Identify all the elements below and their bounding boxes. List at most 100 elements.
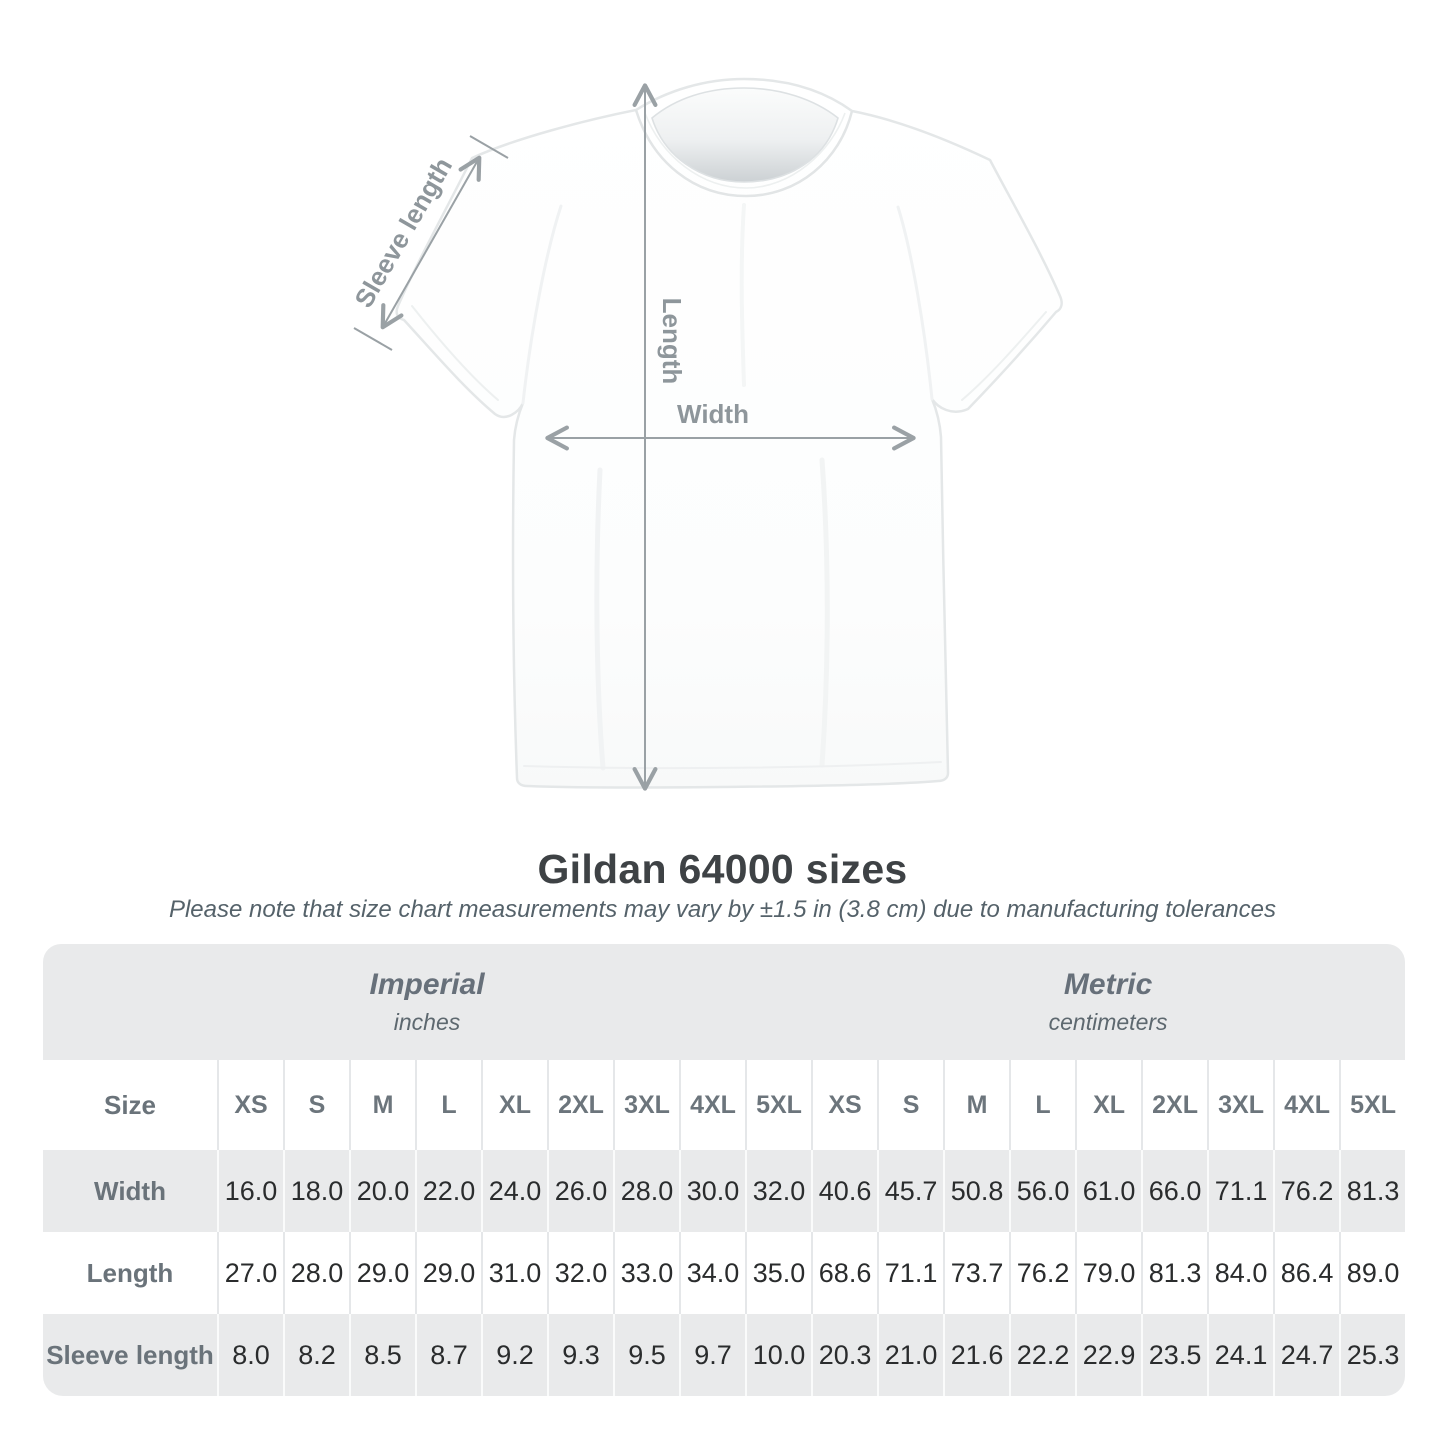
row-label: Sleeve length (43, 1314, 217, 1396)
value-cell: 24.0 (481, 1150, 547, 1232)
size-row-label: Size (43, 1060, 217, 1150)
collar-seam (644, 112, 846, 189)
value-cell: 31.0 (481, 1232, 547, 1314)
size-col: 5XL (745, 1060, 812, 1150)
value-cell: 29.0 (415, 1232, 481, 1314)
size-col: XL (481, 1060, 547, 1150)
value-cell: 8.7 (415, 1314, 481, 1396)
value-cell: 20.3 (811, 1314, 878, 1396)
value-cell: 34.0 (679, 1232, 745, 1314)
metric-section-header: Metric centimeters (811, 944, 1406, 1060)
value-cell: 68.6 (811, 1232, 878, 1314)
value-cell: 73.7 (943, 1232, 1010, 1314)
value-cell: 84.0 (1207, 1232, 1274, 1314)
value-cell: 26.0 (547, 1150, 613, 1232)
value-cell: 29.0 (349, 1232, 415, 1314)
tshirt-image (395, 77, 1063, 789)
value-cell: 71.1 (1207, 1150, 1274, 1232)
value-cell: 23.5 (1141, 1314, 1208, 1396)
size-col: 4XL (1273, 1060, 1340, 1150)
size-col: XS (217, 1060, 283, 1150)
row-label: Length (43, 1232, 217, 1314)
tshirt-measurement-diagram: Sleeve length Length Width (348, 77, 1063, 791)
size-col: S (877, 1060, 944, 1150)
value-cell: 56.0 (1009, 1150, 1076, 1232)
sleeve-length-start-tick (353, 327, 393, 351)
value-cell: 9.5 (613, 1314, 679, 1396)
value-cell: 32.0 (745, 1150, 812, 1232)
fabric-folds (411, 203, 1047, 771)
value-cell: 81.3 (1141, 1232, 1208, 1314)
value-cell: 89.0 (1339, 1232, 1406, 1314)
size-col: 3XL (1207, 1060, 1274, 1150)
sleeve-length-end-tick (469, 135, 509, 159)
value-cell: 18.0 (283, 1150, 349, 1232)
value-cell: 33.0 (613, 1232, 679, 1314)
width-row: Width 16.0 18.0 20.0 22.0 24.0 26.0 28.0… (43, 1150, 1406, 1232)
value-cell: 66.0 (1141, 1150, 1208, 1232)
size-col: XL (1075, 1060, 1142, 1150)
value-cell: 76.2 (1009, 1232, 1076, 1314)
sleeve-length-row: Sleeve length 8.0 8.2 8.5 8.7 9.2 9.3 9.… (43, 1314, 1406, 1396)
size-col: S (283, 1060, 349, 1150)
measurement-annotations (353, 83, 916, 791)
page-title: Gildan 64000 sizes (537, 846, 908, 892)
size-col: L (1009, 1060, 1076, 1150)
metric-unit: centimeters (1048, 1009, 1168, 1035)
size-col: 4XL (679, 1060, 745, 1150)
size-col: M (943, 1060, 1010, 1150)
size-col: M (349, 1060, 415, 1150)
value-cell: 8.5 (349, 1314, 415, 1396)
value-cell: 35.0 (745, 1232, 812, 1314)
value-cell: 45.7 (877, 1150, 944, 1232)
imperial-title: Imperial (369, 968, 485, 1001)
value-cell: 21.0 (877, 1314, 944, 1396)
size-header-row: Size XS S M L XL 2XL 3XL 4XL 5XL XS S M … (43, 1060, 1406, 1150)
metric-title: Metric (1063, 968, 1153, 1001)
value-cell: 9.3 (547, 1314, 613, 1396)
value-cell: 20.0 (349, 1150, 415, 1232)
value-cell: 9.7 (679, 1314, 745, 1396)
tshirt-body (395, 77, 1063, 789)
value-cell: 61.0 (1075, 1150, 1142, 1232)
tolerance-note: Please note that size chart measurements… (168, 896, 1277, 923)
value-cell: 8.0 (217, 1314, 283, 1396)
size-col: 5XL (1339, 1060, 1406, 1150)
value-cell: 32.0 (547, 1232, 613, 1314)
length-row: Length 27.0 28.0 29.0 29.0 31.0 32.0 33.… (43, 1232, 1406, 1314)
value-cell: 24.1 (1207, 1314, 1274, 1396)
value-cell: 22.0 (415, 1150, 481, 1232)
value-cell: 28.0 (613, 1150, 679, 1232)
value-cell: 30.0 (679, 1150, 745, 1232)
value-cell: 24.7 (1273, 1314, 1340, 1396)
value-cell: 8.2 (283, 1314, 349, 1396)
value-cell: 28.0 (283, 1232, 349, 1314)
value-cell: 10.0 (745, 1314, 812, 1396)
value-cell: 71.1 (877, 1232, 944, 1314)
value-cell: 81.3 (1339, 1150, 1406, 1232)
sleeve-length-arrow (380, 155, 482, 330)
width-label: Width (677, 399, 749, 429)
value-cell: 21.6 (943, 1314, 1010, 1396)
length-label: Length (657, 298, 687, 385)
value-cell: 9.2 (481, 1314, 547, 1396)
value-cell: 27.0 (217, 1232, 283, 1314)
size-col: 2XL (1141, 1060, 1208, 1150)
value-cell: 40.6 (811, 1150, 878, 1232)
value-cell: 16.0 (217, 1150, 283, 1232)
size-table: Imperial inches Metric centimeters Size … (43, 944, 1406, 1396)
row-label: Width (43, 1150, 217, 1232)
imperial-unit: inches (393, 1009, 461, 1035)
collar-band-outline (634, 109, 854, 198)
value-cell: 86.4 (1273, 1232, 1340, 1314)
units-header-row: Imperial inches Metric centimeters (43, 944, 1406, 1060)
value-cell: 22.9 (1075, 1314, 1142, 1396)
size-col: 2XL (547, 1060, 613, 1150)
size-col: L (415, 1060, 481, 1150)
value-cell: 22.2 (1009, 1314, 1076, 1396)
collar-opening (651, 87, 839, 183)
size-col: XS (811, 1060, 878, 1150)
value-cell: 25.3 (1339, 1314, 1406, 1396)
value-cell: 50.8 (943, 1150, 1010, 1232)
